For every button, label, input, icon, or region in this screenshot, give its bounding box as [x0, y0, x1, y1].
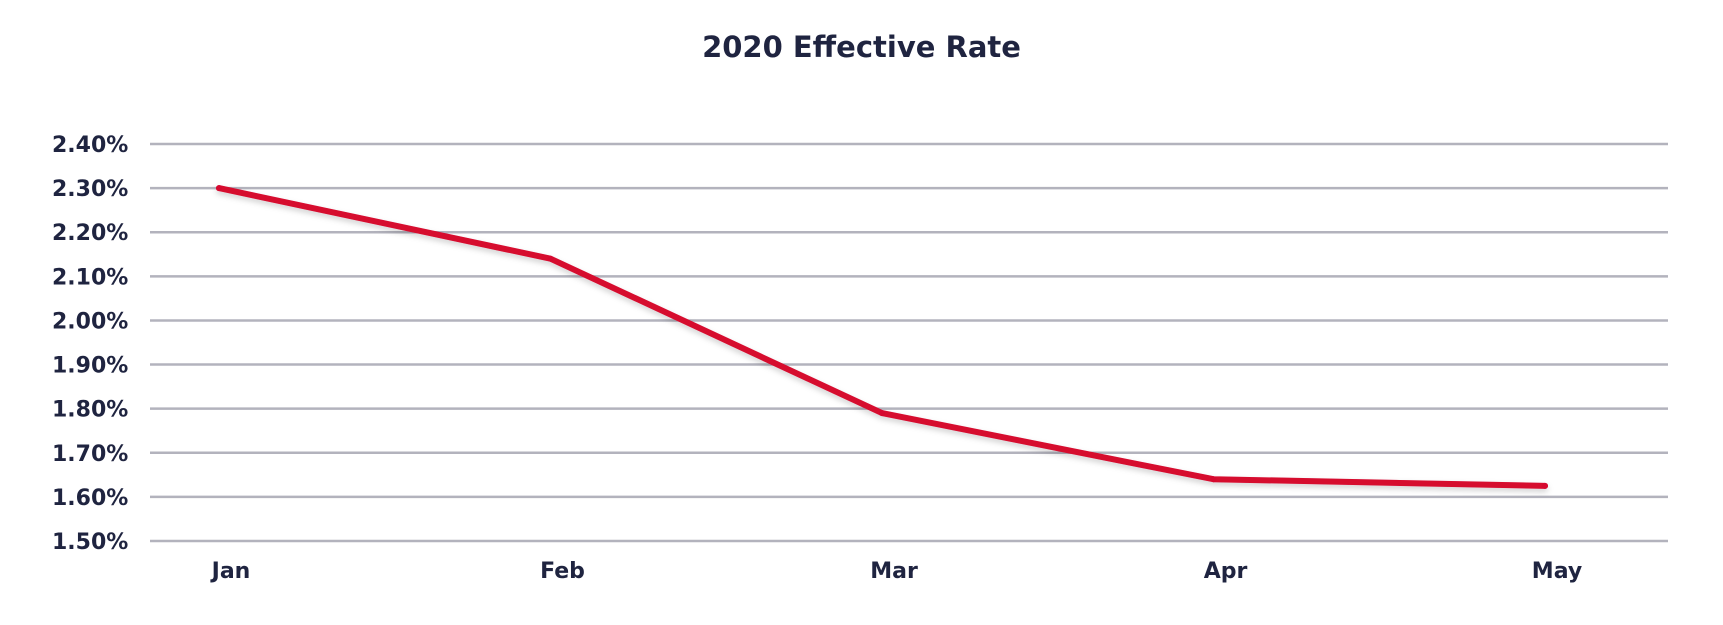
data-point	[879, 410, 885, 417]
series-layer	[216, 185, 1548, 489]
x-tick-label: Feb	[540, 559, 585, 584]
data-point	[547, 255, 554, 262]
chart-title: 2020 Effective Rate	[702, 30, 1021, 64]
data-point	[216, 185, 222, 192]
y-tick-label: 2.30%	[52, 177, 128, 202]
x-tick-label: May	[1532, 559, 1582, 584]
y-tick-label: 1.80%	[52, 398, 128, 423]
y-tick-label: 2.40%	[52, 133, 128, 158]
gridlines	[150, 142, 1668, 543]
y-tick-label: 1.90%	[52, 354, 128, 379]
y-tick-label: 2.00%	[52, 309, 128, 334]
y-tick-label: 1.50%	[52, 530, 128, 555]
y-tick-label: 1.70%	[52, 442, 128, 467]
x-axis: Jan Feb Mar Apr May	[210, 559, 1583, 584]
x-tick-label: Jan	[210, 559, 251, 584]
y-tick-label: 2.20%	[52, 221, 128, 246]
data-point	[1542, 482, 1548, 489]
data-point	[1210, 476, 1217, 483]
y-tick-label: 1.60%	[52, 486, 128, 511]
x-tick-label: Mar	[870, 559, 918, 584]
y-axis: 1.50% 1.60% 1.70% 1.80% 1.90% 2.00% 2.10% 2.20%…	[52, 133, 128, 555]
y-tick-label: 2.10%	[52, 265, 128, 290]
x-tick-label: Apr	[1204, 559, 1248, 584]
